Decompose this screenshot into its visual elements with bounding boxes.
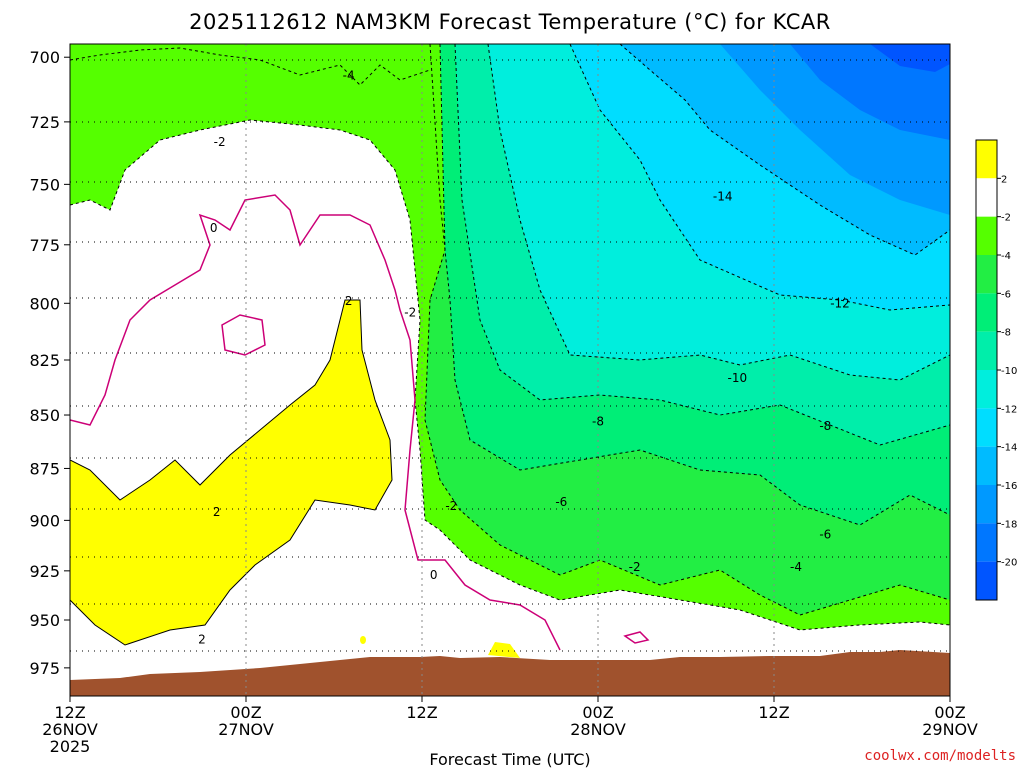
colorbar-label: -2: [1001, 213, 1011, 224]
freezing-loop-small: [623, 631, 650, 644]
contour-label: -14: [713, 190, 733, 204]
y-tick-label: 800: [29, 294, 60, 313]
y-tick-label: 925: [29, 562, 60, 581]
colorbar-label: -6: [1001, 289, 1011, 300]
freezing-line: [70, 194, 561, 651]
x-tick-label: 12Z: [406, 703, 437, 722]
colorbar: 2 -2 -4 -6 -8 -10 -12 -14 -16 -18 -20: [975, 139, 1017, 601]
plot-frame: [69, 43, 951, 697]
terrain: [70, 650, 950, 696]
contour-label: -8: [819, 419, 831, 433]
band-gt2-c: [360, 636, 366, 644]
contour-label: 0: [210, 221, 218, 235]
y-tick-label: 950: [29, 611, 60, 630]
x-tick-label: 27NOV: [218, 720, 274, 739]
contour-label: -8: [592, 415, 604, 429]
contour-label: -4: [343, 69, 355, 83]
colorbar-swatch: [976, 216, 997, 255]
contour-label: -2: [404, 305, 416, 319]
colorbar-label: -8: [1001, 328, 1011, 339]
x-tick-label: 12Z: [54, 703, 85, 722]
colorbar-swatch: [976, 446, 997, 485]
contour-label: -6: [555, 495, 567, 509]
contour-label: -2: [445, 499, 457, 513]
colorbar-label: -12: [1001, 404, 1017, 415]
x-tick-label: 2025: [50, 737, 91, 756]
y-tick-label: 875: [29, 459, 60, 478]
credit-link[interactable]: coolwx.com/modelts: [864, 748, 1016, 764]
x-tick-label: 00Z: [582, 703, 613, 722]
y-tick-label: 975: [29, 659, 60, 678]
freezing-contour-black: [70, 299, 393, 646]
colorbar-swatch: [976, 255, 997, 294]
band-2-neg2: [70, 120, 950, 696]
x-tick-label: 00Z: [230, 703, 261, 722]
contour-label: -2: [214, 135, 226, 149]
chart-title: 2025112612 NAM3KM Forecast Temperature (…: [189, 10, 831, 34]
y-tick-label: 725: [29, 113, 60, 132]
colorbar-label: -4: [1001, 251, 1011, 262]
temperature-field: -4 -2 0 2 -2 -14 -12 -10 -8 -8 2 -2 -6 -6 0 -2 -4 2: [70, 44, 950, 696]
colorbar-label: -14: [1001, 443, 1017, 454]
colorbar-label: 2: [1001, 174, 1007, 185]
colorbar-label: -18: [1001, 519, 1017, 530]
colorbar-label: -16: [1001, 481, 1017, 492]
y-tick-label: 750: [29, 175, 60, 194]
contour-label: 0: [430, 568, 438, 582]
y-tick-label: 775: [29, 236, 60, 255]
y-tick-label: 825: [29, 351, 60, 370]
x-tick-label: 29NOV: [922, 720, 978, 739]
contour-label: -4: [790, 560, 802, 574]
colorbar-swatch: [976, 140, 997, 179]
contour-label: -12: [830, 296, 850, 310]
colorbar-swatch: [976, 561, 997, 600]
x-tick-label: 12Z: [758, 703, 789, 722]
colorbar-swatch: [976, 293, 997, 332]
y-tick-label: 900: [29, 511, 60, 530]
x-tick-label: 28NOV: [570, 720, 626, 739]
x-tick-label: 26NOV: [42, 720, 98, 739]
contour-labels: -4 -2 0 2 -2 -14 -12 -10 -8 -8 2 -2 -6 -6 0 -2 -4 2: [198, 69, 850, 647]
y-tick-label: 850: [29, 406, 60, 425]
colorbar-label: -20: [1001, 558, 1017, 569]
y-tick-label: 700: [29, 48, 60, 67]
colorbar-swatch: [976, 485, 997, 524]
contour-label: -2: [629, 560, 641, 574]
colorbar-swatch: [976, 523, 997, 562]
colorbar-label: -10: [1001, 366, 1017, 377]
colorbar-swatch: [976, 408, 997, 447]
colorbar-swatch: [976, 331, 997, 370]
grid-lines-vertical: [245, 44, 775, 696]
contour-label: -6: [819, 528, 831, 542]
x-axis-title: Forecast Time (UTC): [429, 750, 590, 768]
colorbar-swatch: [976, 178, 997, 217]
contour-label: -10: [728, 371, 748, 385]
contour-label: 2: [213, 505, 221, 519]
y-axis: 700 725 750 775 800 825 850 875 900 925 950 975: [29, 48, 70, 678]
colorbar-swatch: [976, 370, 997, 409]
contour-label: 2: [345, 294, 353, 308]
band-gt2-a: [70, 300, 392, 645]
contour-label: 2: [198, 632, 206, 646]
freezing-loop: [221, 314, 266, 356]
x-tick-label: 00Z: [934, 703, 965, 722]
band-gt2-b: [488, 642, 520, 658]
